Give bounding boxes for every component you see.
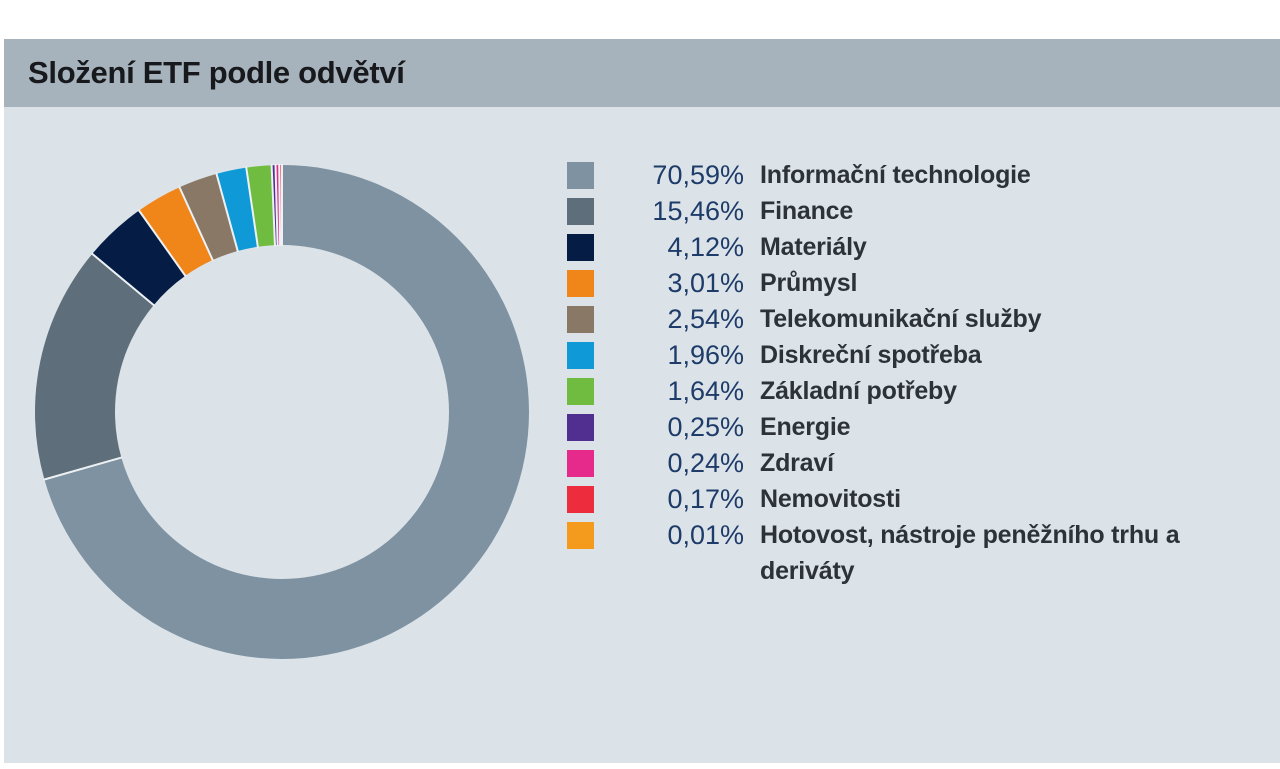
legend-swatch <box>567 378 594 405</box>
legend-row: 70,59% Informační technologie <box>567 157 1267 193</box>
page-title: Složení ETF podle odvětví <box>28 55 405 90</box>
donut-slice-6 <box>246 165 275 247</box>
legend-percent: 1,96% <box>667 340 744 370</box>
legend-swatch <box>567 270 594 297</box>
legend-label: Hotovost, nástroje peněžního trhu a deri… <box>760 521 1180 585</box>
title-bar: Složení ETF podle odvětví <box>4 39 1280 107</box>
donut-slice-2 <box>92 210 186 306</box>
legend-row: 3,01% Průmysl <box>567 265 1267 301</box>
legend-label: Finance <box>760 197 854 225</box>
legend-row: 2,54% Telekomunikační služby <box>567 301 1267 337</box>
slice-separator <box>245 166 259 248</box>
donut-slice-1 <box>34 253 154 480</box>
legend-row: 1,64% Základní potřeby <box>567 373 1267 409</box>
slice-separator <box>43 456 123 481</box>
donut-slice-0 <box>44 165 529 659</box>
chart-legend: 70,59% Informační technologie 15,46% Financ… <box>567 157 1267 589</box>
legend-label: Zdraví <box>760 449 834 477</box>
legend-row: 4,12% Materiály <box>567 229 1267 265</box>
slice-separator <box>137 209 187 278</box>
donut-chart <box>31 161 533 663</box>
legend-swatch <box>567 414 594 441</box>
legend-percent: 0,17% <box>667 484 744 514</box>
legend-row: 0,01% Hotovost, nástroje peněžního trhu a… <box>567 517 1267 589</box>
legend-label: Diskreční spotřeba <box>760 341 982 369</box>
legend-percent: 2,54% <box>667 304 744 334</box>
legend-swatch <box>567 234 594 261</box>
legend-swatch <box>567 486 594 513</box>
legend-percent: 0,01% <box>667 520 744 550</box>
slice-separator <box>274 164 279 247</box>
legend-label: Telekomunikační služby <box>760 305 1042 333</box>
legend-percent: 4,12% <box>667 232 744 262</box>
legend-label: Energie <box>760 413 851 441</box>
legend-swatch <box>567 306 594 333</box>
donut-chart-svg <box>34 163 529 659</box>
legend-row: 0,24% Zdraví <box>567 445 1267 481</box>
slice-separator <box>278 164 282 247</box>
legend-percent: 15,46% <box>652 196 744 226</box>
legend-label: Materiály <box>760 233 867 261</box>
slice-separator <box>178 185 215 262</box>
legend-label: Nemovitosti <box>760 485 901 513</box>
legend-row: 15,46% Finance <box>567 193 1267 229</box>
donut-slice-4 <box>179 173 238 261</box>
legend-percent: 70,59% <box>652 160 744 190</box>
legend-percent: 3,01% <box>667 268 744 298</box>
chart-content-area: 70,59% Informační technologie 15,46% Financ… <box>4 107 1280 763</box>
etf-sector-panel: Složení ETF podle odvětví 70,59% Informač… <box>4 39 1280 763</box>
legend-row: 0,25% Energie <box>567 409 1267 445</box>
legend-label: Informační technologie <box>760 161 1031 189</box>
slice-separator <box>90 252 156 307</box>
legend-label: Základní potřeby <box>760 377 957 405</box>
legend-swatch <box>567 162 594 189</box>
legend-row: 0,17% Nemovitosti <box>567 481 1267 517</box>
legend-swatch <box>567 450 594 477</box>
legend-swatch <box>567 522 594 549</box>
legend-percent: 0,24% <box>667 448 744 478</box>
slice-separator <box>270 164 277 247</box>
legend-percent: 0,25% <box>667 412 744 442</box>
legend-label: Průmysl <box>760 269 858 297</box>
legend-swatch <box>567 198 594 225</box>
legend-swatch <box>567 342 594 369</box>
donut-slice-3 <box>139 187 213 276</box>
legend-row: 1,96% Diskreční spotřeba <box>567 337 1267 373</box>
slice-separator <box>215 172 239 253</box>
donut-slice-5 <box>216 167 258 251</box>
legend-percent: 1,64% <box>667 376 744 406</box>
